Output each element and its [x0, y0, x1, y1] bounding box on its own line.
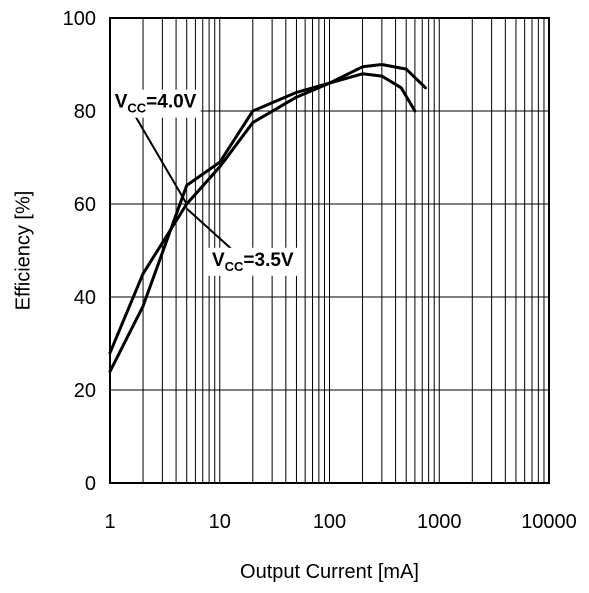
plot-frame: [109, 17, 550, 484]
y-tick-label: 60: [74, 194, 96, 216]
series-line-vcc-3-5v: [108, 63, 427, 355]
y-tick-label: 100: [63, 8, 96, 30]
annotation-leader-line: [186, 207, 233, 251]
y-tick-label: 20: [74, 380, 96, 402]
x-axis-label: Output Current [mA]: [240, 561, 419, 583]
x-tick-label: 10: [209, 511, 231, 533]
annotation-1: VCC=4.0V: [110, 89, 201, 205]
annotation-label-background: [110, 89, 201, 118]
annotation-leader-line: [134, 115, 188, 205]
y-tick-label: 0: [85, 473, 96, 495]
series-layer: [108, 63, 427, 373]
x-tick-label: 1000: [417, 511, 462, 533]
x-tick-label: 100: [313, 511, 346, 533]
x-tick-label: 1: [104, 511, 115, 533]
grid-layer: [110, 18, 549, 483]
annotation-label: VCC=4.0V: [115, 92, 197, 116]
y-tick-label: 40: [74, 287, 96, 309]
annotation-layer: VCC=4.0V VCC=3.5V: [110, 89, 298, 276]
annotation-label: VCC=3.5V: [212, 250, 294, 274]
annotation-2: VCC=3.5V: [186, 207, 298, 276]
y-axis-label: Efficiency [%]: [12, 191, 34, 311]
y-tick-label: 80: [74, 101, 96, 123]
tick-labels: 1 10 100 1000 10000 0 20 40 60 80 100: [63, 8, 577, 533]
x-tick-label: 10000: [521, 511, 577, 533]
annotation-label-background: [207, 247, 298, 276]
